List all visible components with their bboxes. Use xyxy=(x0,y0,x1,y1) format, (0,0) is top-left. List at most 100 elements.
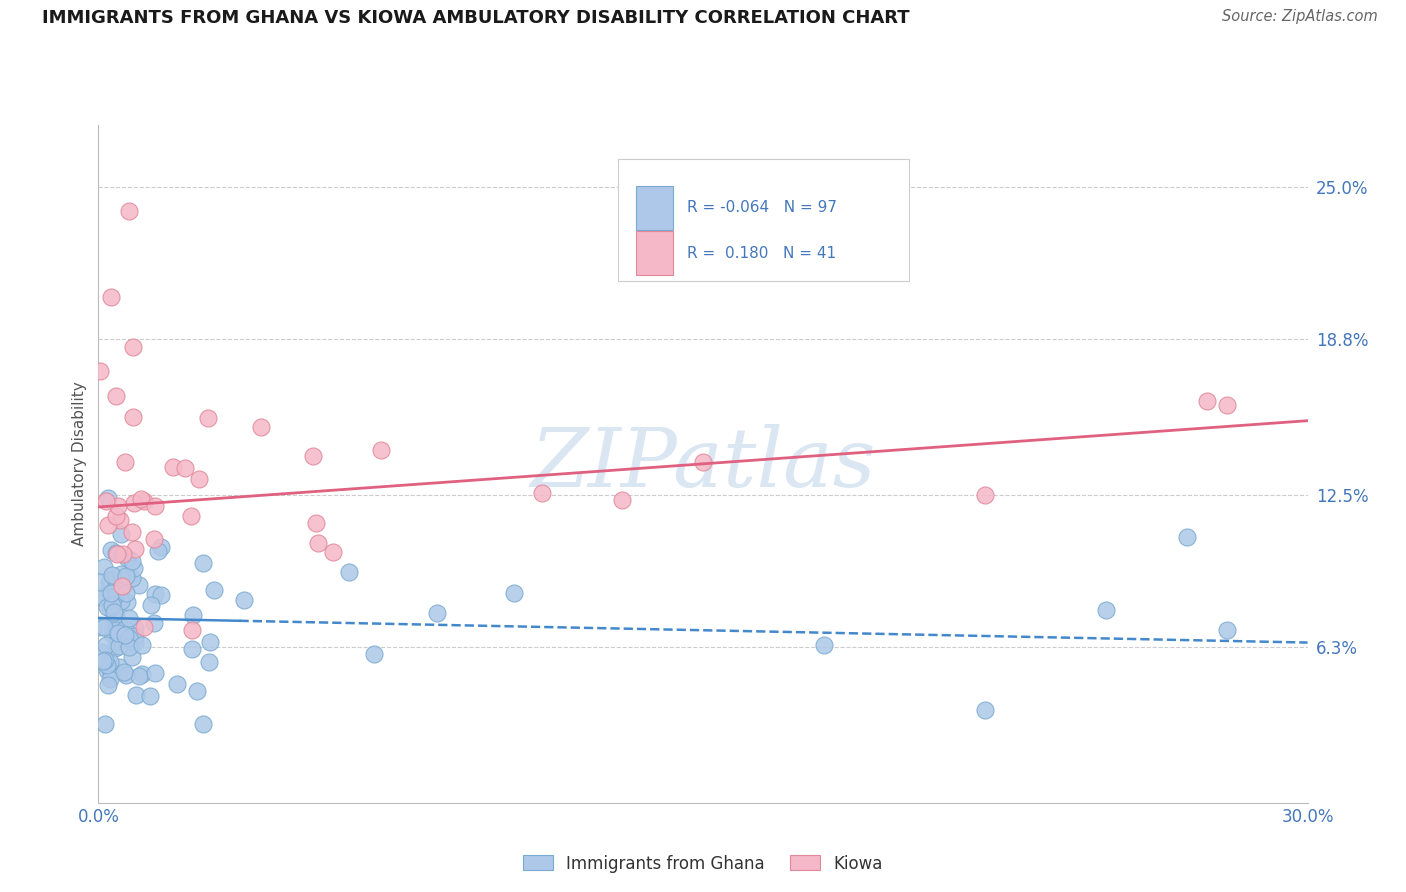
Point xyxy=(111,581,134,595)
Point xyxy=(89,620,111,634)
Point xyxy=(104,389,127,403)
Point xyxy=(89,364,111,378)
Point xyxy=(104,586,127,600)
Point xyxy=(111,579,134,593)
Legend: Immigrants from Ghana, Kiowa: Immigrants from Ghana, Kiowa xyxy=(516,848,890,880)
Point xyxy=(121,410,143,425)
Point xyxy=(96,600,118,615)
Text: ZIPatlas: ZIPatlas xyxy=(530,424,876,504)
Point xyxy=(166,677,188,691)
Point xyxy=(100,586,122,600)
Point xyxy=(124,629,146,643)
Point xyxy=(103,608,125,623)
Point xyxy=(191,717,214,731)
Point xyxy=(146,543,169,558)
Point xyxy=(114,667,136,681)
Point xyxy=(121,570,143,584)
Point xyxy=(107,634,129,648)
Text: R =  0.180   N = 41: R = 0.180 N = 41 xyxy=(688,246,837,261)
Point xyxy=(91,654,114,668)
Point xyxy=(94,717,117,731)
Point xyxy=(108,639,131,653)
Point xyxy=(181,608,204,623)
Point xyxy=(302,449,325,463)
Point xyxy=(124,541,146,556)
Point xyxy=(101,626,124,640)
Point xyxy=(100,599,122,613)
FancyBboxPatch shape xyxy=(619,159,908,281)
Point xyxy=(612,493,634,508)
Point xyxy=(200,635,222,649)
Point xyxy=(107,500,129,514)
Point xyxy=(114,665,136,680)
Point xyxy=(974,488,997,502)
Point xyxy=(1175,531,1198,545)
Point xyxy=(974,703,997,717)
Point xyxy=(1216,624,1239,638)
Point xyxy=(233,593,256,607)
Point xyxy=(143,665,166,680)
Point xyxy=(98,655,121,669)
Point xyxy=(128,669,150,683)
Point xyxy=(98,672,121,686)
Point xyxy=(98,573,121,587)
Point xyxy=(108,513,131,527)
Point xyxy=(124,561,146,575)
Point xyxy=(131,667,153,681)
Point xyxy=(94,494,117,508)
Point xyxy=(115,595,138,609)
Point xyxy=(118,640,141,654)
Point xyxy=(162,460,184,475)
Point xyxy=(100,665,122,680)
Point xyxy=(370,442,392,457)
Point xyxy=(114,628,136,642)
Point xyxy=(96,658,118,673)
Point xyxy=(142,616,165,631)
Point xyxy=(111,547,134,561)
Point xyxy=(692,455,714,469)
Point xyxy=(114,586,136,600)
Point xyxy=(250,419,273,434)
Text: IMMIGRANTS FROM GHANA VS KIOWA AMBULATORY DISABILITY CORRELATION CHART: IMMIGRANTS FROM GHANA VS KIOWA AMBULATOR… xyxy=(42,9,910,27)
Point xyxy=(105,546,128,560)
Point xyxy=(94,638,117,652)
Point xyxy=(131,638,153,652)
Point xyxy=(180,642,202,657)
Point xyxy=(1095,603,1118,617)
Point xyxy=(117,637,139,651)
Point xyxy=(96,664,118,678)
Point xyxy=(94,652,117,666)
Point xyxy=(93,620,115,634)
Point xyxy=(139,689,162,703)
Point xyxy=(363,647,385,661)
Point xyxy=(91,619,114,633)
Point xyxy=(530,485,553,500)
Point xyxy=(100,543,122,558)
Point xyxy=(97,491,120,505)
Point xyxy=(125,689,148,703)
Point xyxy=(114,622,136,636)
Point xyxy=(105,547,128,561)
Point xyxy=(122,340,145,354)
Point xyxy=(103,605,125,619)
Point xyxy=(124,621,146,635)
Point xyxy=(121,524,143,539)
Point xyxy=(503,585,526,599)
Point xyxy=(124,635,146,649)
Text: Source: ZipAtlas.com: Source: ZipAtlas.com xyxy=(1222,9,1378,24)
Point xyxy=(143,499,166,513)
Point xyxy=(197,411,219,425)
Point xyxy=(150,540,173,554)
Point xyxy=(180,509,202,524)
Point xyxy=(117,631,139,645)
Point xyxy=(304,516,326,530)
Text: R = -0.064   N = 97: R = -0.064 N = 97 xyxy=(688,200,838,215)
Point xyxy=(129,492,152,507)
Y-axis label: Ambulatory Disability: Ambulatory Disability xyxy=(72,382,87,546)
Point xyxy=(121,554,143,568)
Point xyxy=(186,684,208,698)
Point xyxy=(813,638,835,652)
Point xyxy=(96,678,118,692)
Point xyxy=(118,204,141,219)
Point xyxy=(104,509,127,524)
